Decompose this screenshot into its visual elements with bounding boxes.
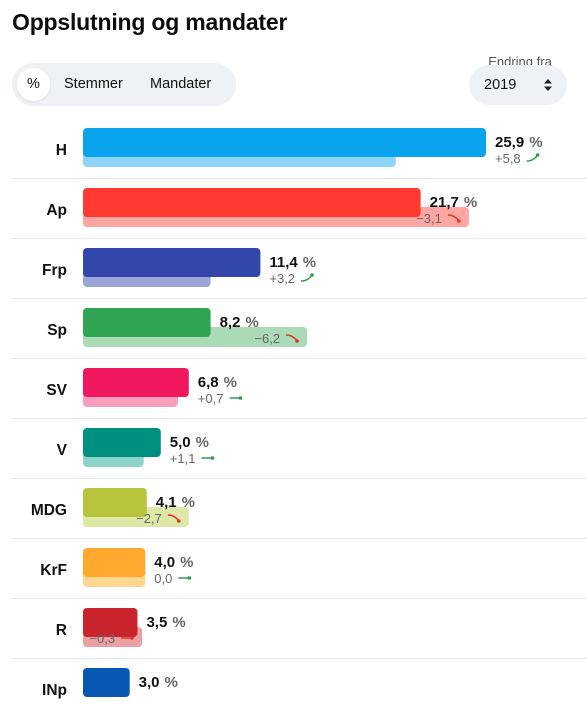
change-up-arrow-icon <box>301 274 313 282</box>
value-label: 3,0 <box>139 674 160 691</box>
value-label: 8,2 <box>220 314 241 331</box>
party-label: SV <box>46 382 67 399</box>
value-label: 4,1 <box>156 494 177 511</box>
change-label: 0,0 <box>154 571 172 586</box>
value-label: 3,5 <box>146 614 167 631</box>
unit-label: % <box>245 314 258 331</box>
party-label: MDG <box>31 502 67 519</box>
party-label: R <box>56 622 67 639</box>
unit-label: % <box>196 434 209 451</box>
change-arrowhead-icon <box>457 219 461 223</box>
change-arrowhead-icon <box>177 519 181 523</box>
value-label: 21,7 <box>430 194 459 211</box>
toggle-percent-option[interactable]: % <box>17 68 50 101</box>
current-result-bar <box>83 248 261 277</box>
change-year-select[interactable]: 2019 <box>469 65 567 105</box>
change-label: −3,1 <box>416 211 442 226</box>
unit-label: % <box>303 254 316 271</box>
unit-label: % <box>172 614 185 631</box>
unit-label: % <box>180 554 193 571</box>
unit-label: % <box>165 674 178 691</box>
toggle-seats-option[interactable]: Mandater <box>150 76 212 92</box>
sort-updown-icon <box>544 79 552 91</box>
unit-label: % <box>224 374 237 391</box>
current-result-bar <box>83 308 211 337</box>
change-arrowhead-icon <box>238 396 243 400</box>
current-result-bar <box>83 548 146 577</box>
current-result-bar <box>83 608 138 637</box>
value-label: 11,4 <box>269 254 298 271</box>
current-result-bar <box>83 128 486 157</box>
change-label: +5,8 <box>495 151 521 166</box>
change-label: +0,7 <box>198 391 224 406</box>
change-arrowhead-icon <box>535 153 540 157</box>
change-arrowhead-icon <box>210 456 215 460</box>
change-arrowhead-icon <box>130 636 134 640</box>
display-mode-toggle[interactable]: % Stemmer Mandater <box>12 63 236 106</box>
party-label: V <box>57 442 68 459</box>
value-label: 25,9 <box>495 134 524 151</box>
value-label: 4,0 <box>154 554 175 571</box>
current-result-bar <box>83 428 161 457</box>
change-arrowhead-icon <box>187 576 192 580</box>
party-label: KrF <box>40 562 67 579</box>
value-label: 6,8 <box>198 374 219 391</box>
party-label: Frp <box>42 262 67 279</box>
toggle-votes-option[interactable]: Stemmer <box>64 76 123 92</box>
party-label: Sp <box>47 322 67 339</box>
unit-label: % <box>182 494 195 511</box>
party-label: H <box>56 142 67 159</box>
change-up-arrow-icon <box>526 154 539 162</box>
change-label: +1,1 <box>170 451 196 466</box>
party-label: INp <box>42 682 67 699</box>
current-result-bar <box>83 368 189 397</box>
unit-label: % <box>464 194 477 211</box>
change-label: −6,2 <box>254 331 280 346</box>
unit-label: % <box>529 134 542 151</box>
change-arrowhead-icon <box>310 273 314 277</box>
current-result-bar <box>83 188 421 217</box>
change-label: −0,3 <box>89 631 115 646</box>
change-year-value: 2019 <box>484 77 517 93</box>
change-arrowhead-icon <box>295 339 299 343</box>
value-label: 5,0 <box>170 434 191 451</box>
change-label: −2,7 <box>136 511 162 526</box>
current-result-bar <box>83 668 130 697</box>
current-result-bar <box>83 488 147 517</box>
change-label: +3,2 <box>269 271 295 286</box>
party-label: Ap <box>46 202 67 219</box>
page-title: Oppslutning og mandater <box>12 9 288 35</box>
